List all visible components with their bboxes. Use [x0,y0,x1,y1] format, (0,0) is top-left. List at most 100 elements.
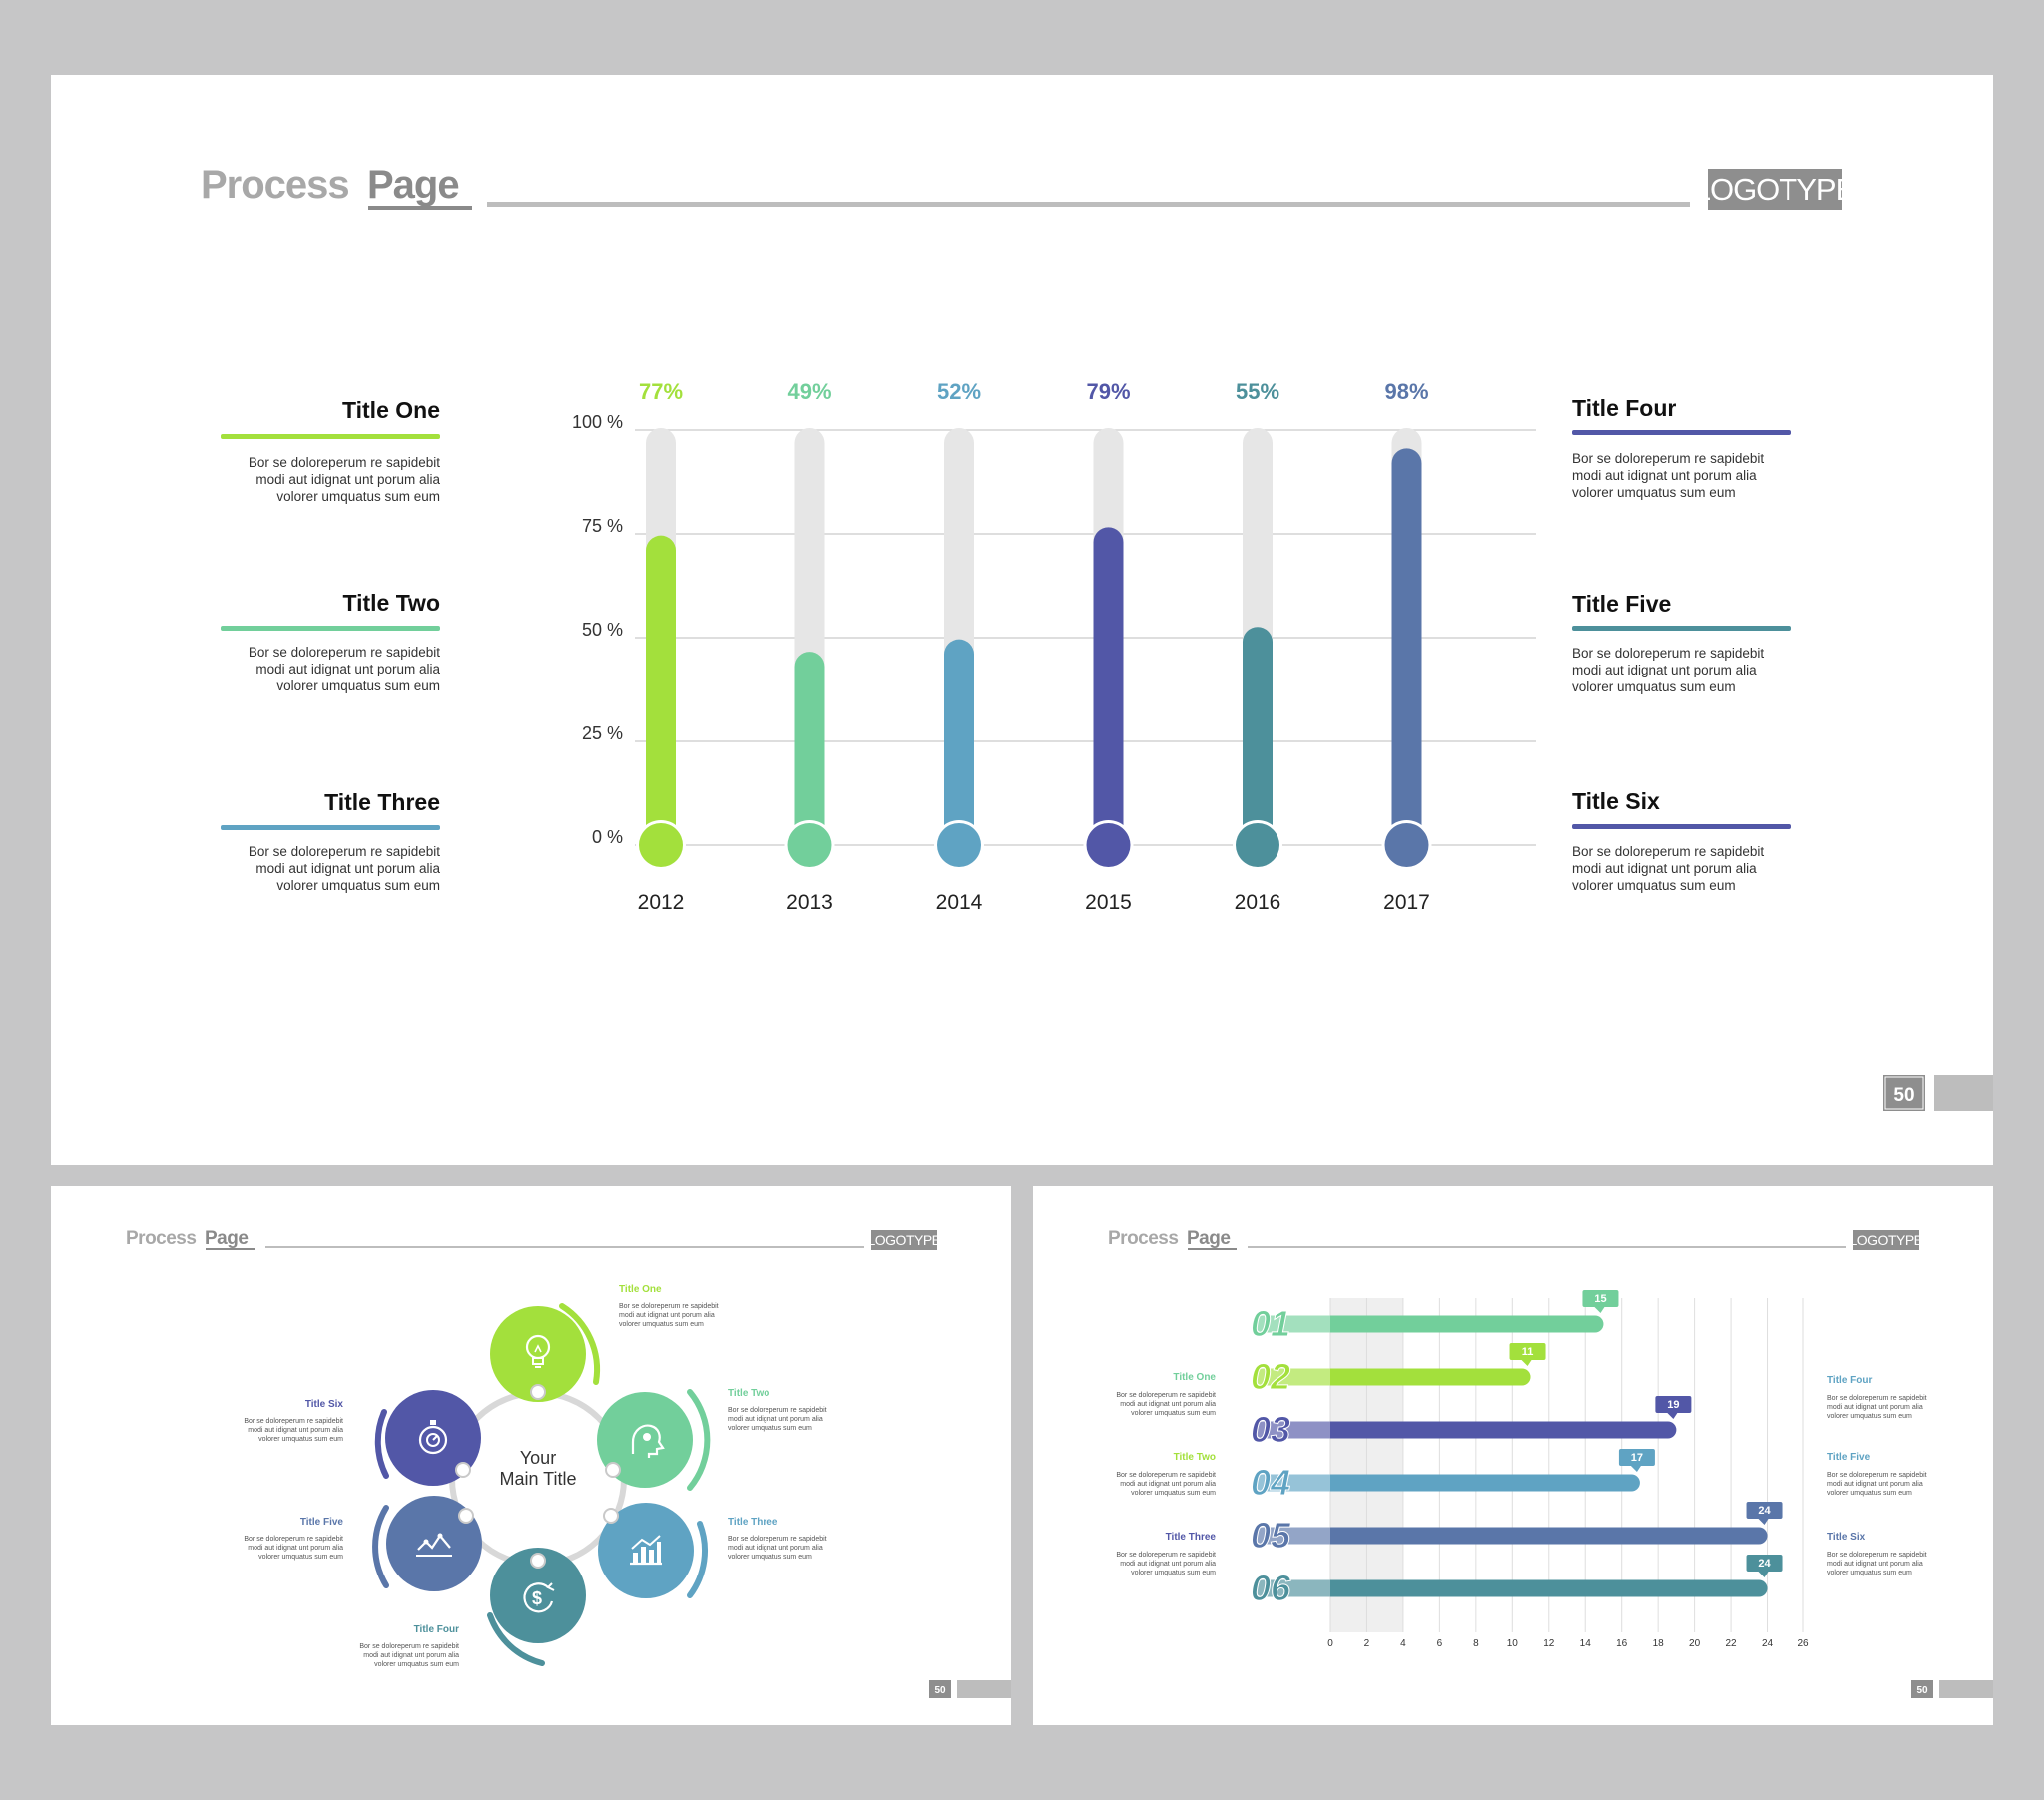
x-tick-label: 2015 [1085,891,1132,914]
x-tick-label: 2012 [638,891,685,914]
item-rule [1572,824,1791,829]
x-tick-label: 2013 [786,891,833,914]
logo-text: LOGOTYPE [1694,172,1856,207]
data-label: 79% [1086,379,1130,404]
hbar-right-items: Title Four Bor se doloreperum re sapideb… [1827,1375,1927,1576]
label-line: modi aut idignat unt porum alia [248,1427,343,1434]
value-callout [1746,1555,1783,1572]
item-rule [221,626,440,631]
cycle-label-2: Title Two Bor se doloreperum re sapidebi… [728,1388,827,1432]
label-line: modi aut idignat unt porum alia [728,1416,823,1423]
label-title: Title Five [300,1517,344,1528]
item-text-line: volorer umquatus sum eum [276,878,440,893]
lightbulb-icon [525,1334,551,1368]
item-title: Title Six [1572,788,1660,814]
value-callout-pointer [1667,1413,1678,1419]
item-title: Title Four [1572,395,1676,421]
category-number: 03 [1251,1409,1290,1450]
label-line: volorer umquatus sum eum [728,1425,812,1432]
category-number: 04 [1251,1462,1290,1503]
label-title: Title Four [414,1624,459,1635]
slide-header: Process Page LOGOTYPE [1108,1228,1923,1250]
logo-text: LOGOTYPE [1849,1232,1922,1248]
label-line: modi aut idignat unt porum alia [363,1652,459,1659]
label-line: modi aut idignat unt porum alia [248,1545,343,1552]
node-arc [487,1612,545,1666]
page-number-box [1911,1680,1933,1698]
item-text-line: Bor se doloreperum re sapidebit [1827,1472,1927,1479]
item-text-line: Bor se doloreperum re sapidebit [1827,1395,1927,1402]
page-number-tab: 50 [929,1680,1011,1698]
item-text-line: Bor se doloreperum re sapidebit [249,645,440,660]
bar-fade [1255,1421,1330,1439]
value-callout [1655,1396,1692,1413]
slide-header: Process Page LOGOTYPE [126,1228,941,1250]
header-title-light: Process [126,1228,196,1249]
x-tick-label: 16 [1616,1638,1628,1649]
cycle-node-4: $ [487,1548,586,1666]
header-title-underline [1188,1248,1237,1250]
cycle-node-3 [598,1503,709,1598]
bar [1255,1579,1768,1597]
item-title: Title Two [1174,1452,1216,1463]
vertical-bar-chart: 0 % 25 % 50 % 75 % 100 % 77% 2012 49% 2013 52% 201… [572,379,1536,914]
item-text-line: Bor se doloreperum re sapidebit [1572,451,1764,466]
x-tick-label: 2017 [1383,891,1430,914]
item-title: Title Three [324,789,440,815]
logo-text: LOGOTYPE [867,1232,940,1248]
item-text-line: volorer umquatus sum eum [276,489,440,504]
x-tick-label: 2016 [1235,891,1281,914]
page-number-inner [1884,1076,1924,1110]
page-number-tab: 50 [1883,1075,1993,1111]
node-arc [687,1521,709,1598]
item-title: Title One [342,397,440,423]
header-title-bold: Page [367,163,459,207]
data-label: 15 [1594,1293,1606,1305]
x-tick-label: 24 [1762,1638,1774,1649]
bar [1093,527,1124,845]
data-label: 24 [1758,1505,1771,1517]
center-title-line1: Your [520,1448,556,1468]
hbar-slide-canvas: Process Page LOGOTYPE Title One Bor se d… [1108,1228,1993,1698]
header-title-underline [368,206,472,210]
item-text-line: modi aut idignat unt porum alia [1572,861,1757,876]
item-text-line: Bor se doloreperum re sapidebit [1116,1472,1216,1479]
bar [1255,1527,1768,1545]
bar-fade [1255,1315,1330,1333]
label-line: Bor se doloreperum re sapidebit [244,1536,343,1543]
item-text-line: volorer umquatus sum eum [1827,1570,1912,1576]
bar-bulb [1086,823,1131,867]
value-callout-pointer [1594,1307,1605,1313]
right-item-3: Title Six Bor se doloreperum re sapidebi… [1572,788,1791,893]
page-number-tab: 50 [1911,1680,1993,1698]
item-text-line: volorer umquatus sum eum [1131,1490,1216,1497]
data-label: 55% [1236,379,1279,404]
item-text-line: modi aut idignat unt porum alia [1120,1481,1216,1488]
label-line: volorer umquatus sum eum [258,1554,343,1561]
logo-box [1708,169,1842,210]
item-text-line: volorer umquatus sum eum [1827,1490,1912,1497]
logo-box [871,1230,937,1250]
bar-bulb [787,823,832,867]
cycle-node-5 [372,1496,482,1591]
node-connector [605,1462,621,1478]
bar [1391,448,1422,845]
x-tick-label: 6 [1437,1638,1443,1649]
label-line: modi aut idignat unt porum alia [728,1545,823,1552]
horizontal-bar-chart: 0 2 4 6 8 10 12 14 16 18 20 22 24 2601150211031904170… [1251,1290,1809,1649]
header-title-bold: Page [1187,1228,1230,1249]
item-title: Title Six [1827,1532,1866,1543]
data-label: 49% [787,379,831,404]
item-text-line: volorer umquatus sum eum [1131,1410,1216,1417]
value-callout [1509,1343,1546,1360]
item-text-line: modi aut idignat unt porum alia [1572,663,1757,677]
value-callout [1746,1502,1783,1519]
hbar-left-items: Title One Bor se doloreperum re sapidebi… [1116,1372,1216,1576]
x-tick-label: 12 [1543,1638,1555,1649]
bar-chart-icon [630,1535,662,1566]
bar [1255,1421,1677,1439]
cycle-label-1: Title One Bor se doloreperum re sapidebi… [619,1284,719,1328]
page-number-strip [1934,1075,1993,1111]
label-line: volorer umquatus sum eum [728,1554,812,1561]
header-rule [487,202,1690,207]
